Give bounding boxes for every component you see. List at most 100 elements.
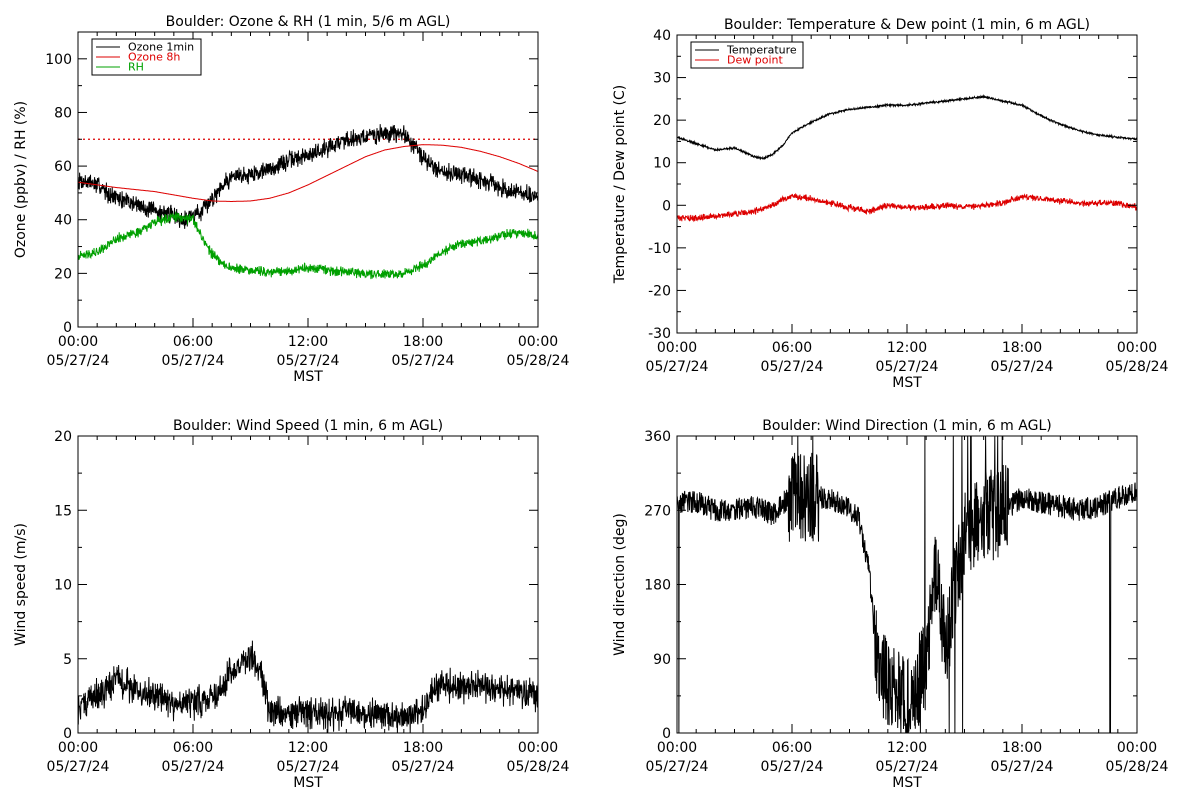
y-tick-label: 100 [45,52,72,68]
chart-panel-2: Boulder: Temperature & Dew point (1 min,… [612,17,1169,391]
x-axis-label: MST [892,775,922,791]
y-tick-label: 360 [644,429,671,445]
x-tick-label: 06:00 [173,740,213,756]
y-tick-label: -10 [648,241,671,257]
x-tick-label: 00:00 [1117,740,1157,756]
series-group [78,124,538,280]
x-tick-label: 00:00 [58,740,98,756]
x-tick-date: 05/27/24 [277,759,340,775]
x-tick-label: 18:00 [403,740,443,756]
y-tick-label: 10 [54,578,72,594]
series-line-2 [677,192,1137,223]
legend-entry: Ozone 8h [128,51,180,64]
y-tick-label: 20 [54,266,72,282]
y-tick-label: -20 [648,283,671,299]
x-tick-date: 05/27/24 [646,359,709,375]
x-tick-date: 05/27/24 [761,359,824,375]
series-group [78,640,538,733]
y-tick-label: 80 [54,105,72,121]
x-tick-label: 12:00 [887,740,927,756]
x-tick-label: 00:00 [58,334,98,350]
series-line-1 [78,640,538,733]
y-tick-label: 0 [662,726,671,742]
x-tick-label: 00:00 [518,334,558,350]
chart-title: Boulder: Wind Speed (1 min, 6 m AGL) [173,418,443,434]
x-tick-label: 00:00 [657,340,697,356]
chart-title: Boulder: Wind Direction (1 min, 6 m AGL) [762,418,1051,434]
x-tick-date: 05/27/24 [646,759,709,775]
x-tick-label: 18:00 [1002,740,1042,756]
x-tick-label: 12:00 [887,340,927,356]
x-tick-date: 05/27/24 [162,353,225,369]
y-tick-label: 30 [653,71,671,87]
x-tick-date: 05/27/24 [761,759,824,775]
x-tick-label: 00:00 [1117,340,1157,356]
series-line-1 [78,124,538,229]
legend-box [690,41,804,69]
x-tick-label: 06:00 [173,334,213,350]
y-tick-label: -30 [648,326,671,342]
y-tick-label: 60 [54,159,72,175]
y-tick-label: 180 [644,578,671,594]
x-tick-label: 12:00 [288,334,328,350]
x-axis-label: MST [293,775,323,791]
series-line-1 [677,436,1137,733]
plot-frame [676,34,1138,334]
y-axis-label: Temperature / Dew point (C) [612,85,628,284]
x-tick-label: 18:00 [1002,340,1042,356]
x-tick-label: 06:00 [772,340,812,356]
x-axis-label: MST [293,369,323,385]
y-tick-label: 0 [662,198,671,214]
y-tick-label: 270 [644,503,671,519]
x-tick-date: 05/27/24 [876,359,939,375]
legend-entry: Dew point [727,54,783,67]
chart-title: Boulder: Temperature & Dew point (1 min,… [724,17,1090,33]
x-tick-date: 05/27/24 [991,759,1054,775]
x-tick-date: 05/27/24 [991,359,1054,375]
series-line-2 [78,144,538,202]
x-tick-label: 18:00 [403,334,443,350]
legend-entry: Temperature [726,44,797,57]
x-axis-label: MST [892,375,922,391]
y-axis-label: Wind speed (m/s) [13,523,29,646]
chart-panel-3: Boulder: Wind Speed (1 min, 6 m AGL) 00:0… [13,418,570,791]
y-tick-label: 0 [63,726,72,742]
legend-entry: RH [128,61,144,74]
chart-panel-1: Boulder: Ozone & RH (1 min, 5/6 m AGL)00… [13,14,570,385]
y-tick-label: 90 [653,652,671,668]
series-group [677,436,1137,733]
x-tick-date: 05/27/24 [392,353,455,369]
y-tick-label: 5 [63,652,72,668]
x-tick-date: 05/28/24 [507,353,570,369]
legend-entry: Ozone 1min [128,41,194,54]
x-tick-date: 05/27/24 [392,759,455,775]
series-line-3 [78,211,538,280]
y-tick-label: 15 [54,503,72,519]
chart-title: Boulder: Ozone & RH (1 min, 5/6 m AGL) [166,14,451,30]
y-axis-label: Ozone (ppbv) / RH (%) [13,101,29,258]
x-tick-label: 12:00 [288,740,328,756]
x-tick-date: 05/27/24 [47,759,110,775]
x-tick-date: 05/28/24 [1106,359,1169,375]
y-tick-label: 40 [54,213,72,229]
x-tick-date: 05/27/24 [47,353,110,369]
y-tick-label: 10 [653,156,671,172]
y-axis-label: Wind direction (deg) [612,513,628,656]
chart-panel-4: Boulder: Wind Direction (1 min, 6 m AGL)… [612,418,1169,791]
x-tick-label: 00:00 [518,740,558,756]
x-tick-label: 00:00 [657,740,697,756]
series-line-1 [677,94,1137,161]
series-group [677,94,1137,223]
y-tick-label: 40 [653,28,671,44]
x-tick-date: 05/27/24 [277,353,340,369]
y-tick-label: 20 [653,113,671,129]
y-tick-label: 0 [63,320,72,336]
x-tick-date: 05/28/24 [1106,759,1169,775]
y-tick-label: 20 [54,429,72,445]
x-tick-date: 05/28/24 [507,759,570,775]
x-tick-label: 06:00 [772,740,812,756]
x-tick-date: 05/27/24 [162,759,225,775]
